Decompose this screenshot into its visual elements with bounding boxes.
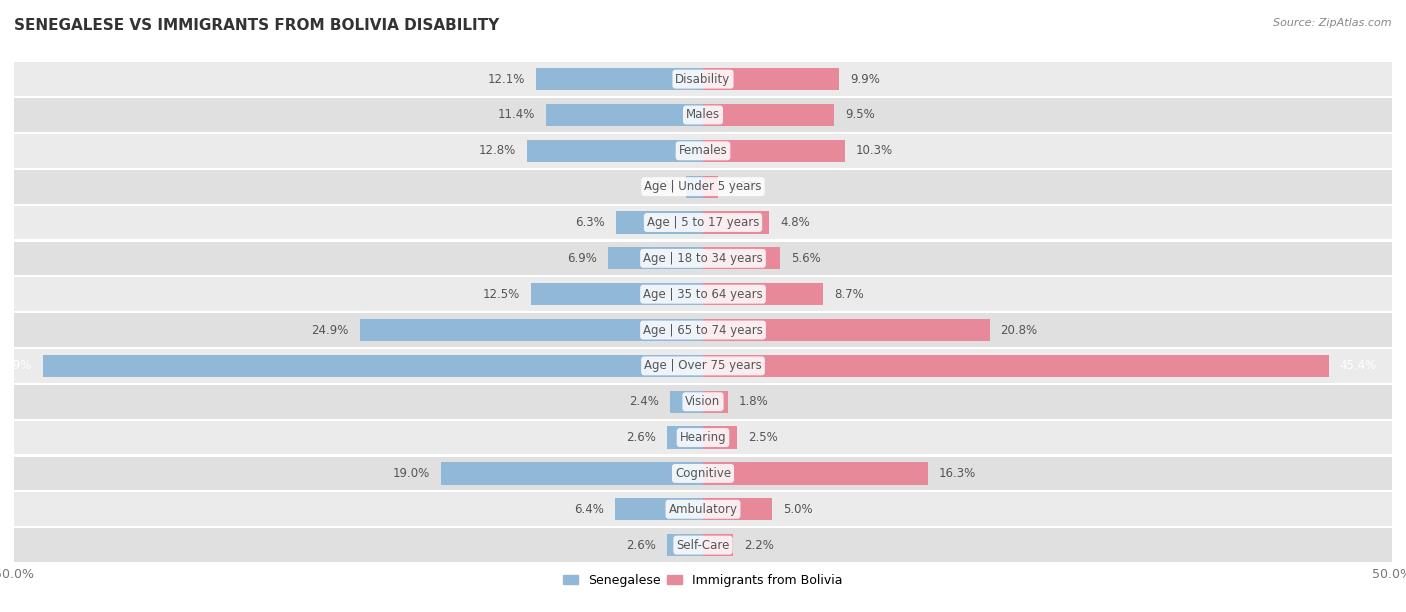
Text: 12.1%: 12.1% — [488, 73, 526, 86]
Bar — [703, 283, 823, 305]
FancyBboxPatch shape — [14, 62, 1392, 96]
Bar — [527, 140, 703, 162]
Text: 6.4%: 6.4% — [574, 503, 603, 516]
Bar — [669, 390, 703, 413]
Text: Cognitive: Cognitive — [675, 467, 731, 480]
Bar — [546, 104, 703, 126]
FancyBboxPatch shape — [14, 528, 1392, 562]
Text: 12.5%: 12.5% — [482, 288, 520, 300]
FancyBboxPatch shape — [14, 313, 1392, 347]
Bar — [703, 462, 928, 485]
Text: SENEGALESE VS IMMIGRANTS FROM BOLIVIA DISABILITY: SENEGALESE VS IMMIGRANTS FROM BOLIVIA DI… — [14, 18, 499, 34]
FancyBboxPatch shape — [14, 420, 1392, 455]
Text: 16.3%: 16.3% — [939, 467, 976, 480]
Text: Age | 5 to 17 years: Age | 5 to 17 years — [647, 216, 759, 229]
FancyBboxPatch shape — [14, 242, 1392, 275]
FancyBboxPatch shape — [14, 98, 1392, 132]
Text: 45.4%: 45.4% — [1340, 359, 1376, 372]
Text: Ambulatory: Ambulatory — [668, 503, 738, 516]
Bar — [703, 390, 728, 413]
Text: 5.6%: 5.6% — [792, 252, 821, 265]
Text: Hearing: Hearing — [679, 431, 727, 444]
Text: 19.0%: 19.0% — [392, 467, 430, 480]
Text: Age | Over 75 years: Age | Over 75 years — [644, 359, 762, 372]
Text: Males: Males — [686, 108, 720, 121]
Text: 2.2%: 2.2% — [744, 539, 775, 551]
Bar — [614, 498, 703, 520]
FancyBboxPatch shape — [14, 134, 1392, 168]
Text: Disability: Disability — [675, 73, 731, 86]
Bar — [703, 319, 990, 341]
Text: 2.5%: 2.5% — [748, 431, 778, 444]
Text: Self-Care: Self-Care — [676, 539, 730, 551]
FancyBboxPatch shape — [14, 277, 1392, 311]
Bar — [703, 140, 845, 162]
Text: 2.4%: 2.4% — [628, 395, 659, 408]
Text: Age | 18 to 34 years: Age | 18 to 34 years — [643, 252, 763, 265]
Bar — [703, 427, 738, 449]
FancyBboxPatch shape — [14, 170, 1392, 204]
Text: 24.9%: 24.9% — [312, 324, 349, 337]
Legend: Senegalese, Immigrants from Bolivia: Senegalese, Immigrants from Bolivia — [558, 569, 848, 592]
Text: 1.2%: 1.2% — [645, 180, 675, 193]
Text: 12.8%: 12.8% — [478, 144, 516, 157]
Text: Age | 65 to 74 years: Age | 65 to 74 years — [643, 324, 763, 337]
Bar — [536, 68, 703, 90]
Bar — [531, 283, 703, 305]
Bar — [668, 534, 703, 556]
Bar — [703, 68, 839, 90]
Text: 1.1%: 1.1% — [730, 180, 759, 193]
Bar — [703, 247, 780, 269]
FancyBboxPatch shape — [14, 349, 1392, 382]
Text: 47.9%: 47.9% — [0, 359, 32, 372]
Bar — [607, 247, 703, 269]
Text: 11.4%: 11.4% — [498, 108, 534, 121]
Text: Vision: Vision — [685, 395, 721, 408]
Text: Age | 35 to 64 years: Age | 35 to 64 years — [643, 288, 763, 300]
Bar — [703, 498, 772, 520]
FancyBboxPatch shape — [14, 457, 1392, 490]
Text: 6.3%: 6.3% — [575, 216, 605, 229]
Text: 1.8%: 1.8% — [738, 395, 769, 408]
Text: 9.5%: 9.5% — [845, 108, 875, 121]
Bar — [668, 427, 703, 449]
Bar — [703, 176, 718, 198]
Text: 8.7%: 8.7% — [834, 288, 863, 300]
FancyBboxPatch shape — [14, 493, 1392, 526]
Text: Age | Under 5 years: Age | Under 5 years — [644, 180, 762, 193]
Bar — [703, 355, 1329, 377]
Text: 9.9%: 9.9% — [851, 73, 880, 86]
Text: 5.0%: 5.0% — [783, 503, 813, 516]
Text: Females: Females — [679, 144, 727, 157]
FancyBboxPatch shape — [14, 206, 1392, 239]
Text: 2.6%: 2.6% — [626, 539, 657, 551]
Bar — [360, 319, 703, 341]
Bar — [441, 462, 703, 485]
Text: 6.9%: 6.9% — [567, 252, 598, 265]
FancyBboxPatch shape — [14, 385, 1392, 419]
Bar — [686, 176, 703, 198]
Text: 4.8%: 4.8% — [780, 216, 810, 229]
Bar — [703, 104, 834, 126]
Bar — [616, 211, 703, 234]
Bar — [703, 211, 769, 234]
Text: 2.6%: 2.6% — [626, 431, 657, 444]
Text: Source: ZipAtlas.com: Source: ZipAtlas.com — [1274, 18, 1392, 28]
Text: 20.8%: 20.8% — [1001, 324, 1038, 337]
Bar — [44, 355, 703, 377]
Text: 10.3%: 10.3% — [856, 144, 893, 157]
Bar — [703, 534, 734, 556]
